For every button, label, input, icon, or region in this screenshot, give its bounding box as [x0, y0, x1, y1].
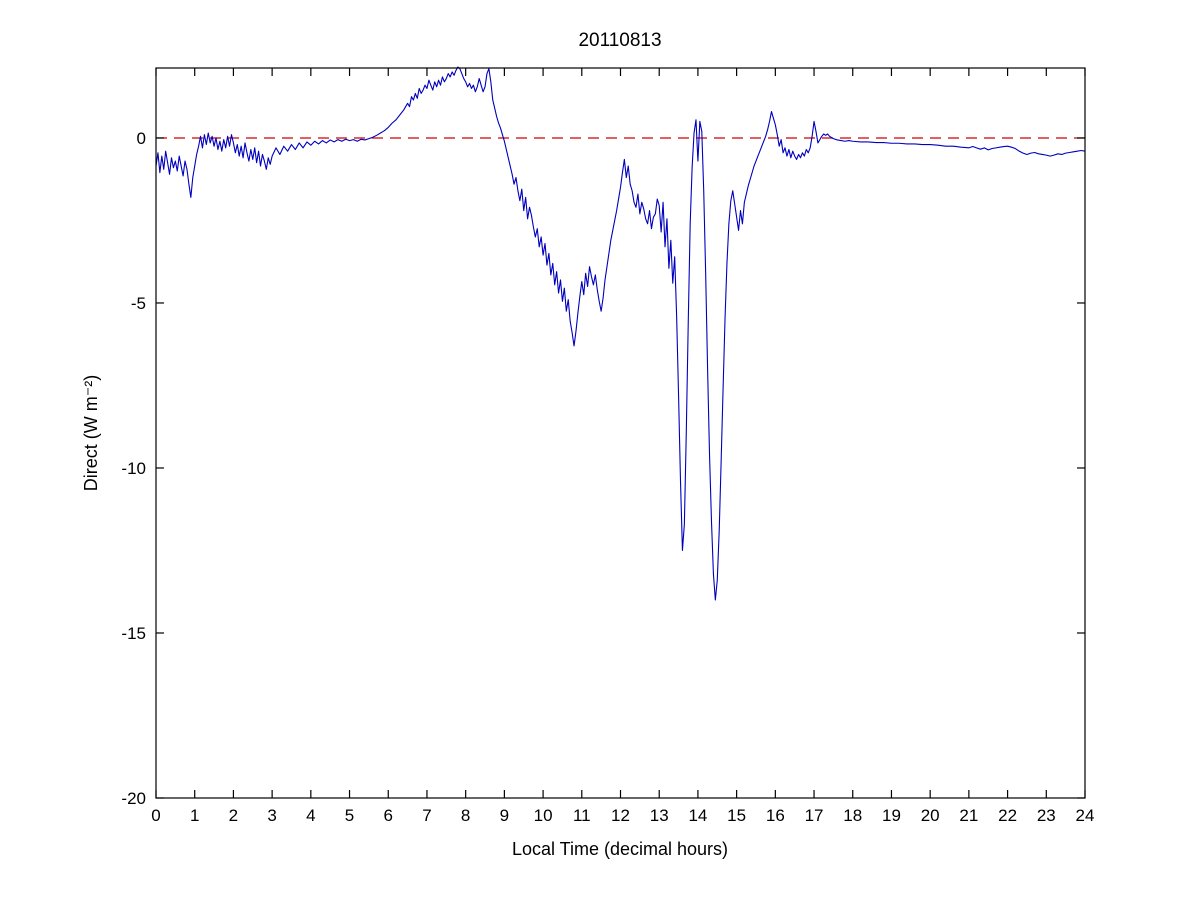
x-tick-label: 6 [384, 806, 393, 825]
data-series-line [155, 66, 1086, 601]
x-tick-label: 10 [534, 806, 553, 825]
x-tick-label: 13 [650, 806, 669, 825]
x-tick-label: 18 [843, 806, 862, 825]
x-tick-label: 7 [422, 806, 431, 825]
x-tick-label: 23 [1037, 806, 1056, 825]
y-tick-label: -5 [131, 294, 146, 313]
plot-area [156, 68, 1085, 798]
y-tick-label: -15 [121, 624, 146, 643]
x-tick-label: 20 [921, 806, 940, 825]
y-tick-label: -10 [121, 459, 146, 478]
data-series-layer [155, 66, 1086, 601]
x-tick-label: 11 [573, 806, 591, 825]
x-tick-label: 14 [688, 806, 707, 825]
x-tick-label: 16 [766, 806, 785, 825]
x-tick-label: 4 [306, 806, 315, 825]
x-tick-label: 9 [500, 806, 509, 825]
axis-box [155, 67, 1086, 799]
x-tick-label: 12 [611, 806, 630, 825]
x-tick-label: 8 [461, 806, 470, 825]
x-tick-label: 2 [229, 806, 238, 825]
x-tick-label: 24 [1076, 806, 1095, 825]
y-axis-label: Direct (W m⁻²) [81, 375, 101, 491]
chart-title: 20110813 [578, 30, 661, 51]
x-tick-label: 17 [805, 806, 824, 825]
x-tick-label: 0 [151, 806, 160, 825]
y-tick-label: -20 [121, 789, 146, 808]
y-tick-labels: 0 -5 -10 -15 -20 [121, 129, 146, 808]
x-tick-label: 1 [190, 806, 199, 825]
x-tick-labels: 0 1 2 3 4 5 6 7 8 9 10 11 12 13 14 15 16 17 18 19 20 21 22 23 24 [151, 806, 1094, 825]
x-tick-label: 15 [727, 806, 746, 825]
x-tick-label: 3 [267, 806, 276, 825]
x-tick-label: 21 [959, 806, 978, 825]
y-tick-label: 0 [137, 129, 146, 148]
x-axis-label: Local Time (decimal hours) [512, 839, 728, 859]
x-tick-label: 19 [882, 806, 901, 825]
x-tick-label: 22 [998, 806, 1017, 825]
x-tick-label: 5 [345, 806, 354, 825]
